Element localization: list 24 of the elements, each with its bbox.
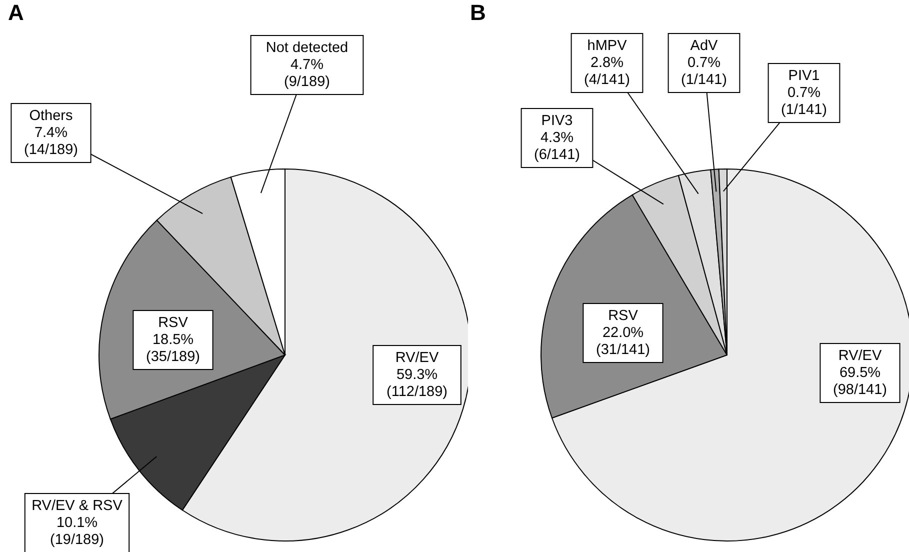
slice-label: RSV (608, 308, 638, 324)
data-label: 59.3% (112/189) (386, 367, 448, 400)
data-label: 4.7% (9/189) (284, 57, 330, 90)
data-label: 69.5% (98/141) (832, 365, 888, 398)
slice-label: RV/EV & RSV (32, 498, 123, 514)
data-label: 4.3% (6/141) (534, 130, 580, 163)
data-label: 10.1% (19/189) (50, 515, 104, 548)
slice-label: RV/EV (395, 350, 439, 366)
chart-title: A (8, 0, 24, 26)
slice-label: AdV (690, 38, 718, 54)
slice-label: hMPV (587, 38, 628, 54)
data-label: 18.5% (35/189) (146, 332, 200, 365)
slice-label: PIV1 (788, 68, 820, 84)
data-label: 2.8% (4/141) (584, 55, 630, 88)
data-label: 0.7% (1/141) (681, 55, 727, 88)
data-label: 0.7% (1/141) (781, 85, 827, 118)
data-label: 7.4% (14/189) (24, 125, 78, 158)
slice-label: RSV (158, 315, 188, 331)
slice-label: PIV3 (541, 113, 573, 129)
slice-label: Not detected (266, 40, 348, 56)
slice-label: RV/EV (838, 348, 882, 364)
data-label: 22.0% (31/141) (596, 325, 650, 358)
chart-title: B (470, 0, 486, 26)
slice-label: Others (29, 108, 73, 124)
